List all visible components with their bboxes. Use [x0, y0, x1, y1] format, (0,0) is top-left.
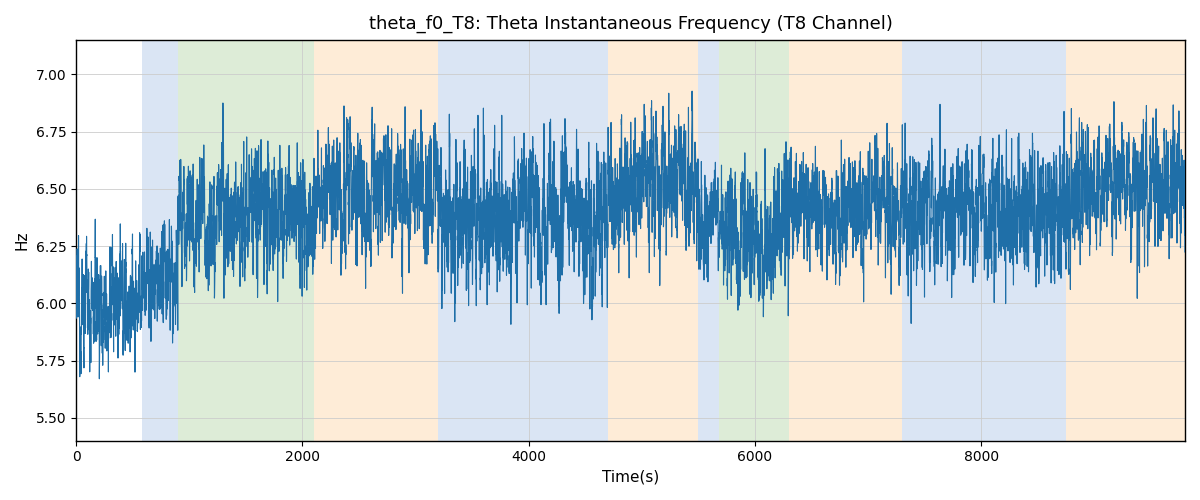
Bar: [698, 40, 719, 440]
Bar: [788, 40, 902, 440]
Y-axis label: Hz: Hz: [14, 230, 30, 250]
Bar: [719, 40, 788, 440]
Bar: [178, 40, 313, 440]
Bar: [902, 40, 1066, 440]
Bar: [313, 40, 438, 440]
Title: theta_f0_T8: Theta Instantaneous Frequency (T8 Channel): theta_f0_T8: Theta Instantaneous Frequen…: [368, 15, 893, 34]
Bar: [1066, 40, 1184, 440]
Bar: [142, 40, 178, 440]
Bar: [438, 40, 608, 440]
Bar: [608, 40, 698, 440]
X-axis label: Time(s): Time(s): [602, 470, 659, 485]
